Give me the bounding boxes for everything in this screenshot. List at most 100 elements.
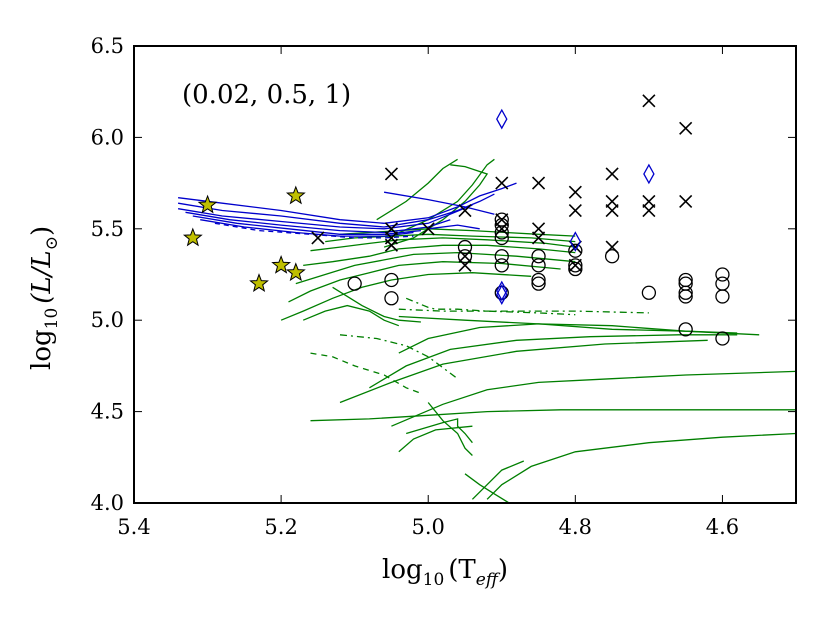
- x-axis-label-arg: (T: [448, 555, 476, 585]
- green-track-28: [464, 473, 510, 503]
- green-track-11: [302, 304, 400, 327]
- y-tick-label-3: 5.0: [91, 308, 124, 332]
- green-track-20: [339, 339, 708, 404]
- star-marker-5: [285, 262, 306, 282]
- crosse-marker-7: [458, 203, 472, 218]
- circle-marker-18: [568, 258, 583, 273]
- y-tick-label-2: 4.5: [91, 400, 124, 424]
- y-axis-label-sub: 10: [42, 308, 62, 330]
- crosse-marker-17: [568, 203, 582, 218]
- green-track-22: [310, 409, 796, 422]
- circle-marker-28: [715, 276, 730, 291]
- x-axis-label-close: ): [498, 555, 508, 585]
- circle-marker-19: [568, 261, 583, 277]
- x-axis-label-log: log: [382, 555, 423, 585]
- blue-track-8: [428, 224, 480, 230]
- x-tick-label-1: 5.4: [117, 515, 150, 539]
- blue-track-4: [185, 211, 451, 234]
- crosse-marker-22: [605, 203, 619, 218]
- y-axis-label: log10 (L/L⊙): [27, 226, 62, 370]
- blue-track-3: [177, 204, 473, 230]
- diamond-marker-4: [496, 280, 508, 302]
- green-track-19: [369, 334, 738, 389]
- star-marker-3: [285, 185, 306, 205]
- circle-marker-15: [531, 272, 546, 288]
- x-axis-label-sub: 10: [423, 570, 445, 590]
- circle-marker-2: [384, 272, 399, 288]
- crosse-marker-28: [679, 194, 693, 208]
- circle-marker-27: [715, 267, 730, 282]
- green-track-18: [398, 323, 738, 354]
- blue-track-1: [178, 182, 517, 224]
- green-track-12: [332, 286, 421, 323]
- crosse-marker-13: [531, 176, 546, 190]
- y-tick-label-6: 6.5: [91, 34, 124, 58]
- crosse-marker-10: [495, 176, 509, 190]
- circle-marker-29: [715, 289, 730, 304]
- star-marker-1: [182, 227, 203, 247]
- y-axis-label-log: log: [27, 329, 57, 370]
- crosse-marker-11: [495, 213, 509, 227]
- blue-track-5: [192, 215, 421, 235]
- annotation-label: (0.02, 0.5, 1): [182, 80, 351, 110]
- crosse-marker-5: [384, 238, 399, 252]
- green-track-16: [398, 308, 649, 314]
- circle-marker-30: [715, 331, 730, 346]
- y-axis-label-arg: (L/L: [27, 250, 57, 303]
- diamond-marker-3: [569, 231, 582, 252]
- green-track-3: [376, 158, 458, 221]
- x-axis-label-arg-sub: eff: [476, 570, 501, 590]
- crosse-marker-26: [642, 203, 656, 218]
- circle-marker-21: [641, 285, 657, 300]
- x-tick-label-2: 5.2: [264, 515, 297, 539]
- y-axis-label-close: ): [27, 226, 57, 236]
- diamond-marker-5: [496, 284, 508, 305]
- y-tick-label-4: 5.5: [91, 217, 124, 241]
- green-track-9: [288, 261, 561, 303]
- circle-marker-4: [457, 239, 473, 255]
- evolution-tracks: [177, 158, 796, 503]
- circle-marker-22: [678, 272, 693, 288]
- x-tick-label-3: 5.0: [412, 515, 445, 539]
- green-track-15: [339, 334, 458, 380]
- green-track-13: [405, 297, 576, 316]
- y-axis-label-arg-sub: ⊙: [42, 236, 62, 250]
- crosse-marker-24: [642, 94, 656, 108]
- crosse-marker-19: [568, 258, 582, 272]
- green-track-21: [391, 370, 796, 427]
- blue-track-7: [214, 222, 414, 239]
- green-track-14: [310, 352, 422, 394]
- green-track-5: [325, 233, 576, 243]
- green-track-7: [303, 244, 576, 267]
- green-track-6: [310, 237, 576, 252]
- circle-marker-17: [568, 243, 583, 258]
- green-track-2: [391, 158, 495, 237]
- x-tick-label-4: 4.8: [559, 515, 592, 539]
- green-track-24: [427, 402, 473, 456]
- circle-marker-5: [457, 249, 473, 264]
- green-track-27: [471, 460, 525, 500]
- circle-marker-8: [494, 225, 509, 240]
- circle-marker-9: [494, 230, 509, 246]
- y-tick-label-1: 4.0: [91, 491, 124, 515]
- y-tick-label-5: 6.0: [91, 125, 124, 149]
- circle-marker-26: [678, 322, 693, 337]
- crosse-marker-21: [605, 194, 619, 208]
- star-marker-2: [197, 194, 218, 214]
- crosse-marker-3: [384, 222, 399, 236]
- green-track-23: [406, 418, 473, 444]
- circle-marker-13: [531, 249, 546, 264]
- circle-marker-24: [678, 285, 693, 300]
- star-marker-4: [271, 254, 292, 274]
- circle-marker-1: [347, 276, 362, 291]
- green-track-8: [295, 251, 576, 285]
- crosse-marker-20: [605, 167, 619, 181]
- crosse-marker-1: [311, 231, 325, 245]
- plot-frame: [133, 45, 797, 504]
- green-track-25: [398, 425, 473, 453]
- circle-marker-10: [494, 249, 509, 264]
- green-track-26: [486, 432, 796, 500]
- diamond-marker-1: [496, 108, 508, 130]
